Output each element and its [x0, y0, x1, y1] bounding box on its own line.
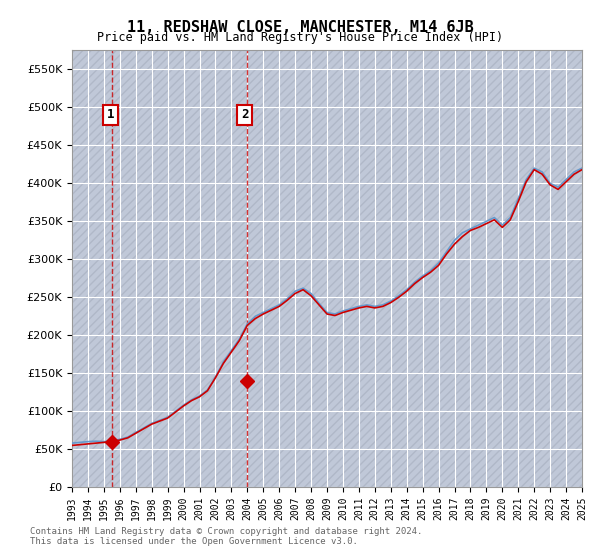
- Text: Price paid vs. HM Land Registry's House Price Index (HPI): Price paid vs. HM Land Registry's House …: [97, 31, 503, 44]
- Text: 11, REDSHAW CLOSE, MANCHESTER, M14 6JB: 11, REDSHAW CLOSE, MANCHESTER, M14 6JB: [127, 20, 473, 35]
- Text: 1: 1: [107, 109, 114, 122]
- Text: Contains HM Land Registry data © Crown copyright and database right 2024.
This d: Contains HM Land Registry data © Crown c…: [30, 526, 422, 546]
- Text: 2: 2: [241, 109, 248, 122]
